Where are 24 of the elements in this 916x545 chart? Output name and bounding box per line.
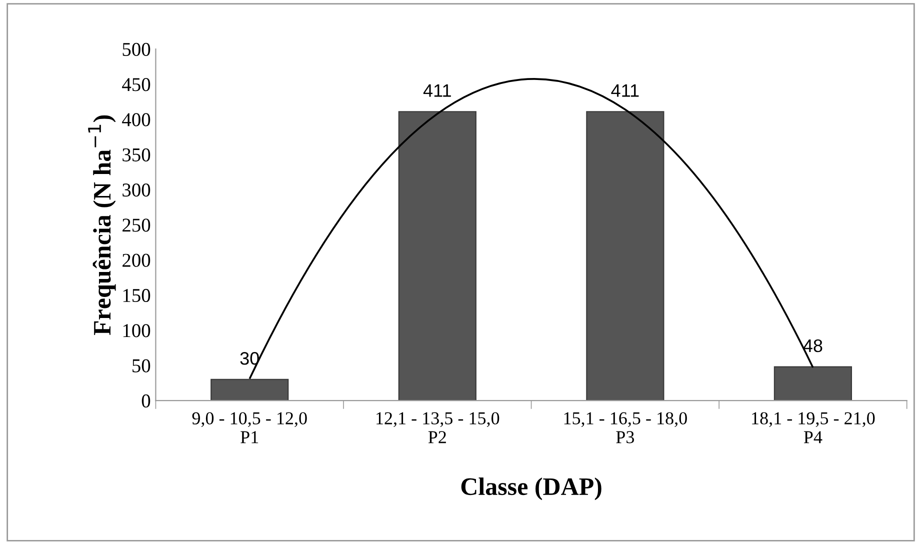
data-label: 411: [611, 84, 639, 97]
bar: [210, 378, 289, 401]
data-label: 411: [423, 84, 451, 97]
y-axis-title: Frequência (N ha$^{−1}$): [88, 115, 116, 336]
y-tick-label: 500: [122, 42, 150, 56]
y-tick-label: 200: [122, 254, 150, 267]
y-tick-label: 100: [123, 324, 150, 338]
y-tick-label: 350: [122, 148, 150, 162]
x-tick-label: 9,0 - 10,5 - 12,0 P1: [192, 412, 307, 444]
y-tick-label: 300: [122, 183, 150, 197]
x-tick-label: 12,1 - 13,5 - 15,0 P2: [376, 412, 500, 444]
data-label: 48: [803, 339, 822, 352]
bar: [586, 111, 664, 401]
y-tick-label: 400: [122, 113, 150, 126]
bar: [398, 111, 476, 401]
x-axis-title: Classe (DAP): [461, 477, 602, 500]
y-tick-label: 250: [122, 218, 150, 232]
y-tick-label: 150: [123, 288, 150, 302]
bar: [774, 366, 852, 401]
y-tick-label: 0: [142, 394, 150, 408]
x-tick-label: 18,1 - 19,5 - 21,0 P4: [752, 412, 875, 444]
y-tick-label: 450: [122, 78, 150, 92]
x-tick-label: 15,1 - 16,5 - 18,0 P3: [564, 412, 687, 444]
y-tick-label: 50: [132, 359, 150, 372]
